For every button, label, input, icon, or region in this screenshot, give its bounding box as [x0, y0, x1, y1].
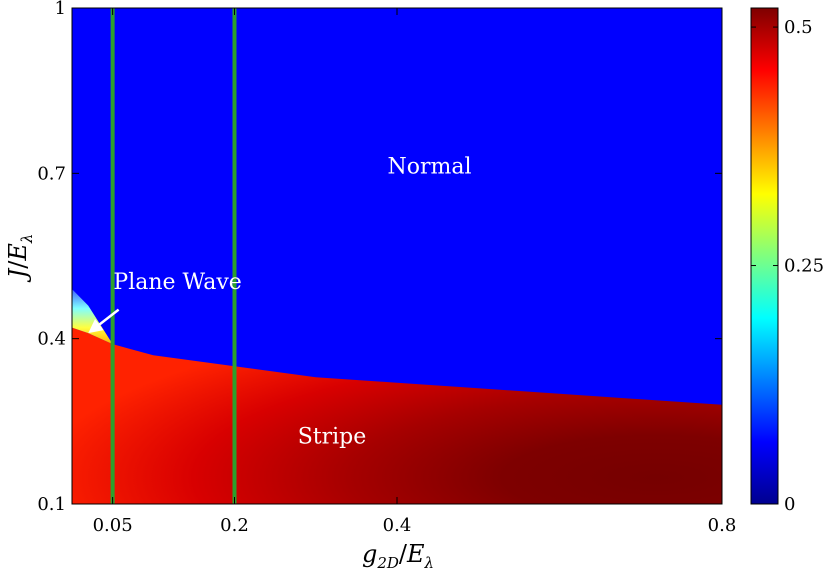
colorbar-tick-label: 0.5 — [784, 17, 813, 38]
y-tick-label: 0.7 — [37, 163, 66, 184]
plane-wave-arrowhead — [88, 319, 104, 334]
colorbar: 0 0.25 0.5 — [750, 7, 824, 515]
plane-wave-arrow — [98, 308, 120, 326]
colorbar-tick-label: 0.25 — [784, 256, 824, 277]
colorbar-tick-label: 0 — [784, 494, 795, 515]
x-tick-label: 0.05 — [93, 515, 133, 536]
y-tick-label: 0.4 — [37, 329, 66, 350]
plane-wave-phase-fill — [72, 289, 113, 345]
colorbar-ticks: 0 0.25 0.5 — [751, 17, 824, 515]
region-label-plane-wave: Plane Wave — [113, 270, 241, 295]
plot-area — [72, 8, 722, 504]
x-tick-label: 0.4 — [383, 515, 412, 536]
x-axis-label: g2D/Eλ — [362, 540, 434, 571]
x-tick-label: 0.2 — [220, 515, 249, 536]
y-tick-label: 0.1 — [37, 494, 66, 515]
colorbar-gradient — [750, 7, 779, 505]
y-ticks: 0.1 0.4 0.7 1 — [37, 0, 722, 515]
x-tick-label: 0.8 — [708, 515, 737, 536]
y-axis-label: J/Eλ — [4, 234, 36, 284]
region-label-stripe: Stripe — [298, 424, 367, 449]
region-labels: Normal Plane Wave Stripe — [113, 154, 471, 449]
y-tick-label: 1 — [55, 0, 66, 19]
x-ticks: 0.05 0.2 0.4 0.8 — [93, 8, 737, 536]
region-label-normal: Normal — [387, 154, 471, 179]
